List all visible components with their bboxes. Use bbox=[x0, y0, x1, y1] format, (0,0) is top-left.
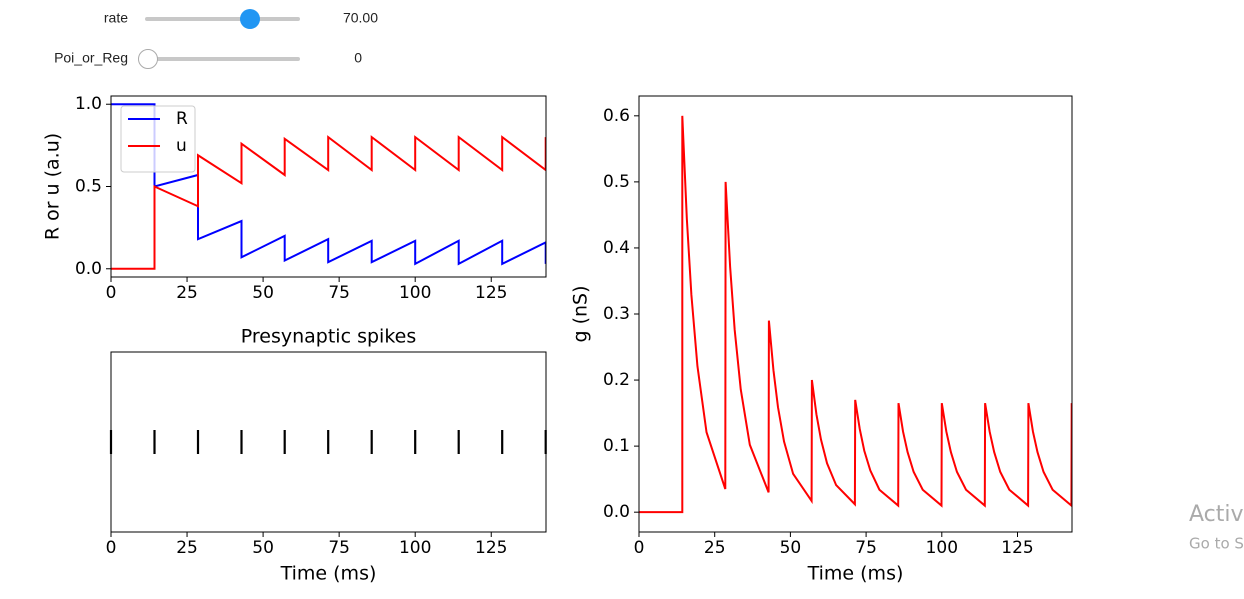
x-tick-label: 125 bbox=[475, 283, 507, 303]
plot: 0 25 50 75 100 125 0.0 0.1 0.2 0.3 0.4 0.5 0.6 Time (… bbox=[570, 95, 1073, 585]
x-tick-label: 25 bbox=[176, 283, 198, 303]
x-tick-label: 125 bbox=[1001, 538, 1033, 558]
y-axis-label: R or u (a.u) bbox=[42, 133, 64, 240]
x-tick-label: 0 bbox=[634, 538, 645, 558]
watermark: Activ bbox=[1189, 502, 1244, 527]
slider-label: rate bbox=[104, 10, 128, 26]
y-tick-label: 0.5 bbox=[603, 172, 630, 192]
slider-value: 0 bbox=[354, 50, 362, 66]
x-axis-label: Time (ms) bbox=[807, 563, 904, 585]
x-tick-label: 50 bbox=[252, 538, 274, 558]
axes-frame bbox=[638, 95, 1073, 533]
slider-track[interactable] bbox=[148, 57, 300, 61]
legend-label: u bbox=[176, 136, 187, 156]
watermark: Go to S bbox=[1189, 535, 1244, 553]
y-tick-label: 0.0 bbox=[75, 259, 102, 279]
x-tick-label: 50 bbox=[780, 538, 802, 558]
x-tick-label: 25 bbox=[704, 538, 726, 558]
axes-frame bbox=[110, 95, 547, 278]
x-tick-label: 25 bbox=[176, 538, 198, 558]
x-tick-label: 100 bbox=[926, 538, 958, 558]
x-axis-label: Time (ms) bbox=[280, 563, 377, 585]
line bbox=[111, 135, 546, 270]
y-tick-label: 1.0 bbox=[75, 94, 102, 114]
y-tick-label: 0.1 bbox=[603, 436, 630, 456]
poi-slider[interactable]: Poi_or_Reg 0 bbox=[54, 49, 362, 69]
x-tick-label: 0 bbox=[106, 283, 117, 303]
x-tick-label: 75 bbox=[328, 538, 350, 558]
y-tick-label: 0.5 bbox=[75, 177, 102, 197]
axes-frame bbox=[110, 351, 547, 533]
y-tick-label: 0.2 bbox=[603, 370, 630, 390]
line bbox=[639, 115, 1072, 514]
x-tick-label: 75 bbox=[855, 538, 877, 558]
rate-slider[interactable]: rate 70.00 bbox=[104, 9, 378, 29]
x-tick-label: 0 bbox=[106, 538, 117, 558]
slider-track[interactable] bbox=[145, 17, 300, 21]
legend-box bbox=[120, 105, 196, 173]
y-tick-label: 0.0 bbox=[603, 502, 630, 522]
x-tick-label: 125 bbox=[475, 538, 507, 558]
slider-value: 70.00 bbox=[343, 10, 378, 26]
x-tick-label: 50 bbox=[252, 283, 274, 303]
slider-label: Poi_or_Reg bbox=[54, 50, 128, 66]
y-tick-label: 0.6 bbox=[603, 106, 630, 126]
x-tick-label: 75 bbox=[328, 283, 350, 303]
y-axis-label: g (nS) bbox=[570, 285, 592, 342]
y-tick-label: 0.4 bbox=[603, 238, 630, 258]
plot: 0 25 50 75 100 125 Presynaptic spikes Time (ms) bbox=[106, 326, 547, 585]
legend-label: R bbox=[176, 109, 188, 129]
plot: 0 25 50 75 100 125 0.0 0.5 1.0 R or u (a.u) Ru bbox=[42, 94, 547, 303]
y-tick-label: 0.3 bbox=[603, 304, 630, 324]
chart-title: Presynaptic spikes bbox=[241, 326, 416, 348]
slider-thumb[interactable] bbox=[240, 9, 260, 29]
slider-thumb[interactable] bbox=[138, 49, 158, 69]
x-tick-label: 100 bbox=[399, 538, 431, 558]
x-tick-label: 100 bbox=[399, 283, 431, 303]
